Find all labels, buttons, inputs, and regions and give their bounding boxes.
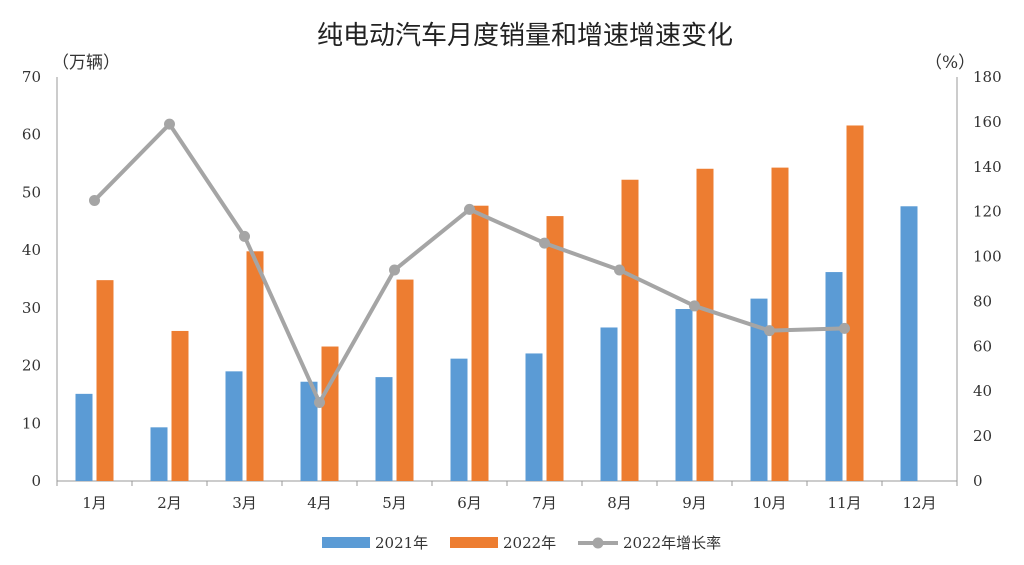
y-right-tick-label: 160 — [973, 113, 1002, 131]
y-right-tick-label: 120 — [973, 203, 1002, 221]
bar-2021年 — [750, 298, 768, 481]
bar-2021年 — [900, 206, 918, 481]
growth-rate-point — [764, 325, 775, 337]
x-axis-labels: 1月 2月 3月 4月 5月 6月 7月 8月 9月 10月 11月 12月 — [82, 494, 936, 512]
bar-2022年 — [246, 251, 264, 481]
y-left-tick-label: 50 — [22, 183, 41, 201]
bar-2021年 — [600, 327, 618, 481]
legend-label: 2022年 — [503, 534, 556, 552]
growth-rate-point — [89, 194, 100, 206]
bar-2021年 — [225, 371, 243, 481]
x-tick-label: 1月 — [82, 494, 107, 512]
bar-2021年 — [825, 272, 843, 481]
y-left-tick-label: 40 — [22, 241, 41, 259]
bars-group — [75, 125, 918, 481]
bar-2022年 — [846, 125, 864, 481]
legend-label: 2022年增长率 — [623, 534, 721, 552]
bar-2022年 — [771, 167, 789, 481]
growth-rate-point — [614, 264, 625, 276]
right-axis-unit: （%） — [925, 53, 975, 73]
growth-rate-line — [93, 122, 845, 405]
bar-2021年 — [525, 353, 543, 481]
x-tick-label: 5月 — [382, 494, 407, 512]
growth-rate-point — [689, 300, 700, 312]
left-axis-unit: （万辆） — [52, 53, 120, 73]
x-tick-label: 3月 — [232, 494, 257, 512]
growth-rate-point — [239, 230, 250, 242]
legend-label: 2021年 — [375, 534, 428, 552]
y-right-tick-label: 40 — [973, 382, 992, 400]
growth-line-group — [89, 118, 850, 408]
chart-title: 纯电动汽车月度销量和增速增速变化 — [317, 21, 733, 51]
legend-swatch-marker — [592, 537, 604, 549]
bar-2022年 — [96, 280, 114, 481]
x-tick-label: 11月 — [827, 494, 861, 512]
bar-2021年 — [75, 393, 93, 481]
y-right-tick-label: 20 — [973, 427, 992, 445]
x-tick-label: 2月 — [157, 494, 182, 512]
axes: 0 10 20 30 40 50 60 70 0 20 40 60 80 100 120 140 160 180 — [22, 68, 1002, 490]
y-right-tick-label: 180 — [973, 68, 1002, 86]
bar-2021年 — [150, 427, 168, 481]
x-tick-label: 12月 — [902, 494, 936, 512]
x-tick-label: 7月 — [532, 494, 557, 512]
y-left-tick-label: 10 — [22, 414, 41, 432]
growth-rate-point — [314, 396, 325, 408]
legend: 2021年 2022年 2022年增长率 — [322, 534, 721, 552]
bar-2021年 — [450, 358, 468, 481]
bar-2022年 — [696, 168, 714, 481]
bar-2022年 — [396, 279, 414, 481]
legend-swatch — [322, 537, 370, 548]
legend-swatch — [450, 537, 498, 548]
x-tick-label: 9月 — [682, 494, 707, 512]
y-right-tick-label: 140 — [973, 158, 1002, 176]
x-tick-label: 8月 — [607, 494, 632, 512]
y-left-tick-label: 70 — [22, 68, 41, 86]
growth-rate-point — [389, 264, 400, 276]
y-right-tick-label: 80 — [973, 292, 992, 310]
y-right-tick-label: 100 — [973, 248, 1002, 266]
bar-2022年 — [471, 205, 489, 481]
y-left-tick-label: 0 — [31, 472, 41, 490]
y-right-tick-label: 60 — [973, 337, 992, 355]
y-left-tick-label: 60 — [22, 126, 41, 144]
bar-2022年 — [171, 330, 189, 481]
y-left-tick-label: 30 — [22, 299, 41, 317]
growth-rate-point — [839, 322, 850, 334]
growth-rate-point — [164, 118, 175, 130]
bar-2021年 — [300, 381, 318, 481]
x-tick-label: 10月 — [752, 494, 786, 512]
y-right-tick-label: 0 — [973, 472, 983, 490]
bar-2022年 — [321, 346, 339, 481]
bar-2022年 — [546, 216, 564, 481]
bar-2021年 — [375, 377, 393, 481]
bar-2021年 — [675, 309, 693, 481]
x-tick-label: 4月 — [307, 494, 332, 512]
y-left-tick-label: 20 — [22, 357, 41, 375]
x-tick-label: 6月 — [457, 494, 482, 512]
growth-rate-point — [539, 237, 550, 249]
growth-rate-point — [464, 203, 475, 215]
bar-2022年 — [621, 179, 639, 481]
